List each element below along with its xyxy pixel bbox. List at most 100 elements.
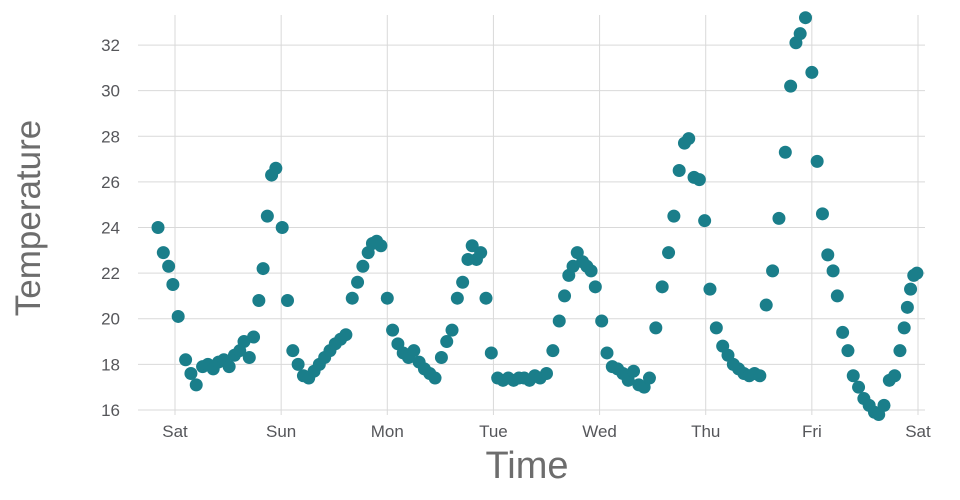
data-point [649, 321, 663, 335]
data-point [179, 353, 193, 367]
data-point [766, 264, 780, 278]
data-point [345, 291, 359, 305]
data-point [275, 221, 289, 235]
y-tick-label: 18 [101, 355, 120, 374]
data-point [286, 344, 300, 358]
data-point [888, 369, 902, 383]
data-point [162, 259, 176, 273]
data-point [846, 369, 860, 383]
y-tick-label: 30 [101, 82, 120, 101]
data-point [821, 248, 835, 262]
data-point [539, 366, 553, 380]
data-point [897, 321, 911, 335]
data-point [552, 314, 566, 328]
data-point [440, 335, 454, 349]
data-point [456, 275, 470, 289]
data-point [584, 264, 598, 278]
data-point [772, 211, 786, 225]
x-tick-label: Thu [691, 422, 720, 441]
data-point [793, 27, 807, 41]
data-point [184, 366, 198, 380]
x-axis-title: Time [485, 445, 568, 487]
data-point [247, 330, 261, 344]
data-point [445, 323, 459, 337]
data-point [836, 325, 850, 339]
data-point [222, 360, 236, 374]
data-point [351, 275, 365, 289]
y-tick-label: 24 [101, 219, 120, 238]
data-point [260, 209, 274, 223]
data-point [151, 221, 165, 235]
data-point [269, 161, 283, 175]
data-point [709, 321, 723, 335]
data-point [252, 293, 266, 307]
data-point [877, 398, 891, 412]
data-point [698, 214, 712, 228]
data-point [841, 344, 855, 358]
y-axis-tick-labels: 16 18 20 22 24 26 28 30 32 [101, 36, 120, 420]
data-point [339, 328, 353, 342]
data-point [784, 79, 798, 93]
data-point [189, 378, 203, 392]
y-axis-title: Temperature [9, 120, 48, 316]
data-point [356, 259, 370, 273]
data-point [407, 344, 421, 358]
y-tick-label: 26 [101, 173, 120, 192]
scatter-points [151, 11, 924, 422]
x-tick-label: Wed [582, 422, 617, 441]
data-point [655, 280, 669, 294]
data-point [778, 145, 792, 159]
data-point [386, 323, 400, 337]
data-point [484, 346, 498, 360]
data-point [156, 246, 170, 260]
data-point [815, 207, 829, 221]
data-point [291, 357, 305, 371]
data-point [242, 351, 256, 365]
data-point [826, 264, 840, 278]
data-point [682, 132, 696, 146]
data-point [703, 282, 717, 296]
data-point [374, 239, 388, 253]
data-point [600, 346, 614, 360]
data-point [428, 371, 442, 385]
data-point [166, 278, 180, 292]
x-tick-label: Fri [802, 422, 822, 441]
data-point [434, 351, 448, 365]
data-point [759, 298, 773, 312]
data-point [380, 291, 394, 305]
data-point [662, 246, 676, 260]
y-tick-label: 28 [101, 127, 120, 146]
data-point [450, 291, 464, 305]
data-point [588, 280, 602, 294]
data-point [558, 289, 572, 303]
data-point [810, 154, 824, 168]
x-tick-label: Mon [371, 422, 404, 441]
y-tick-label: 32 [101, 36, 120, 55]
data-point [642, 371, 656, 385]
y-tick-label: 22 [101, 264, 120, 283]
data-point [281, 293, 295, 307]
x-tick-label: Sun [266, 422, 296, 441]
data-point [627, 364, 641, 378]
data-point [900, 300, 914, 314]
data-point [830, 289, 844, 303]
x-tick-label: Sat [162, 422, 188, 441]
y-tick-label: 20 [101, 310, 120, 329]
data-point [171, 309, 185, 323]
data-point [667, 209, 681, 223]
data-point [893, 344, 907, 358]
data-point [256, 262, 270, 276]
data-point [546, 344, 560, 358]
data-point [910, 266, 924, 280]
data-point [753, 369, 767, 383]
data-point [595, 314, 609, 328]
data-point [798, 11, 812, 25]
data-point [805, 65, 819, 79]
data-point [479, 291, 493, 305]
data-point [672, 164, 686, 178]
data-point [904, 282, 918, 296]
data-point [852, 380, 866, 394]
gridlines [138, 15, 925, 415]
